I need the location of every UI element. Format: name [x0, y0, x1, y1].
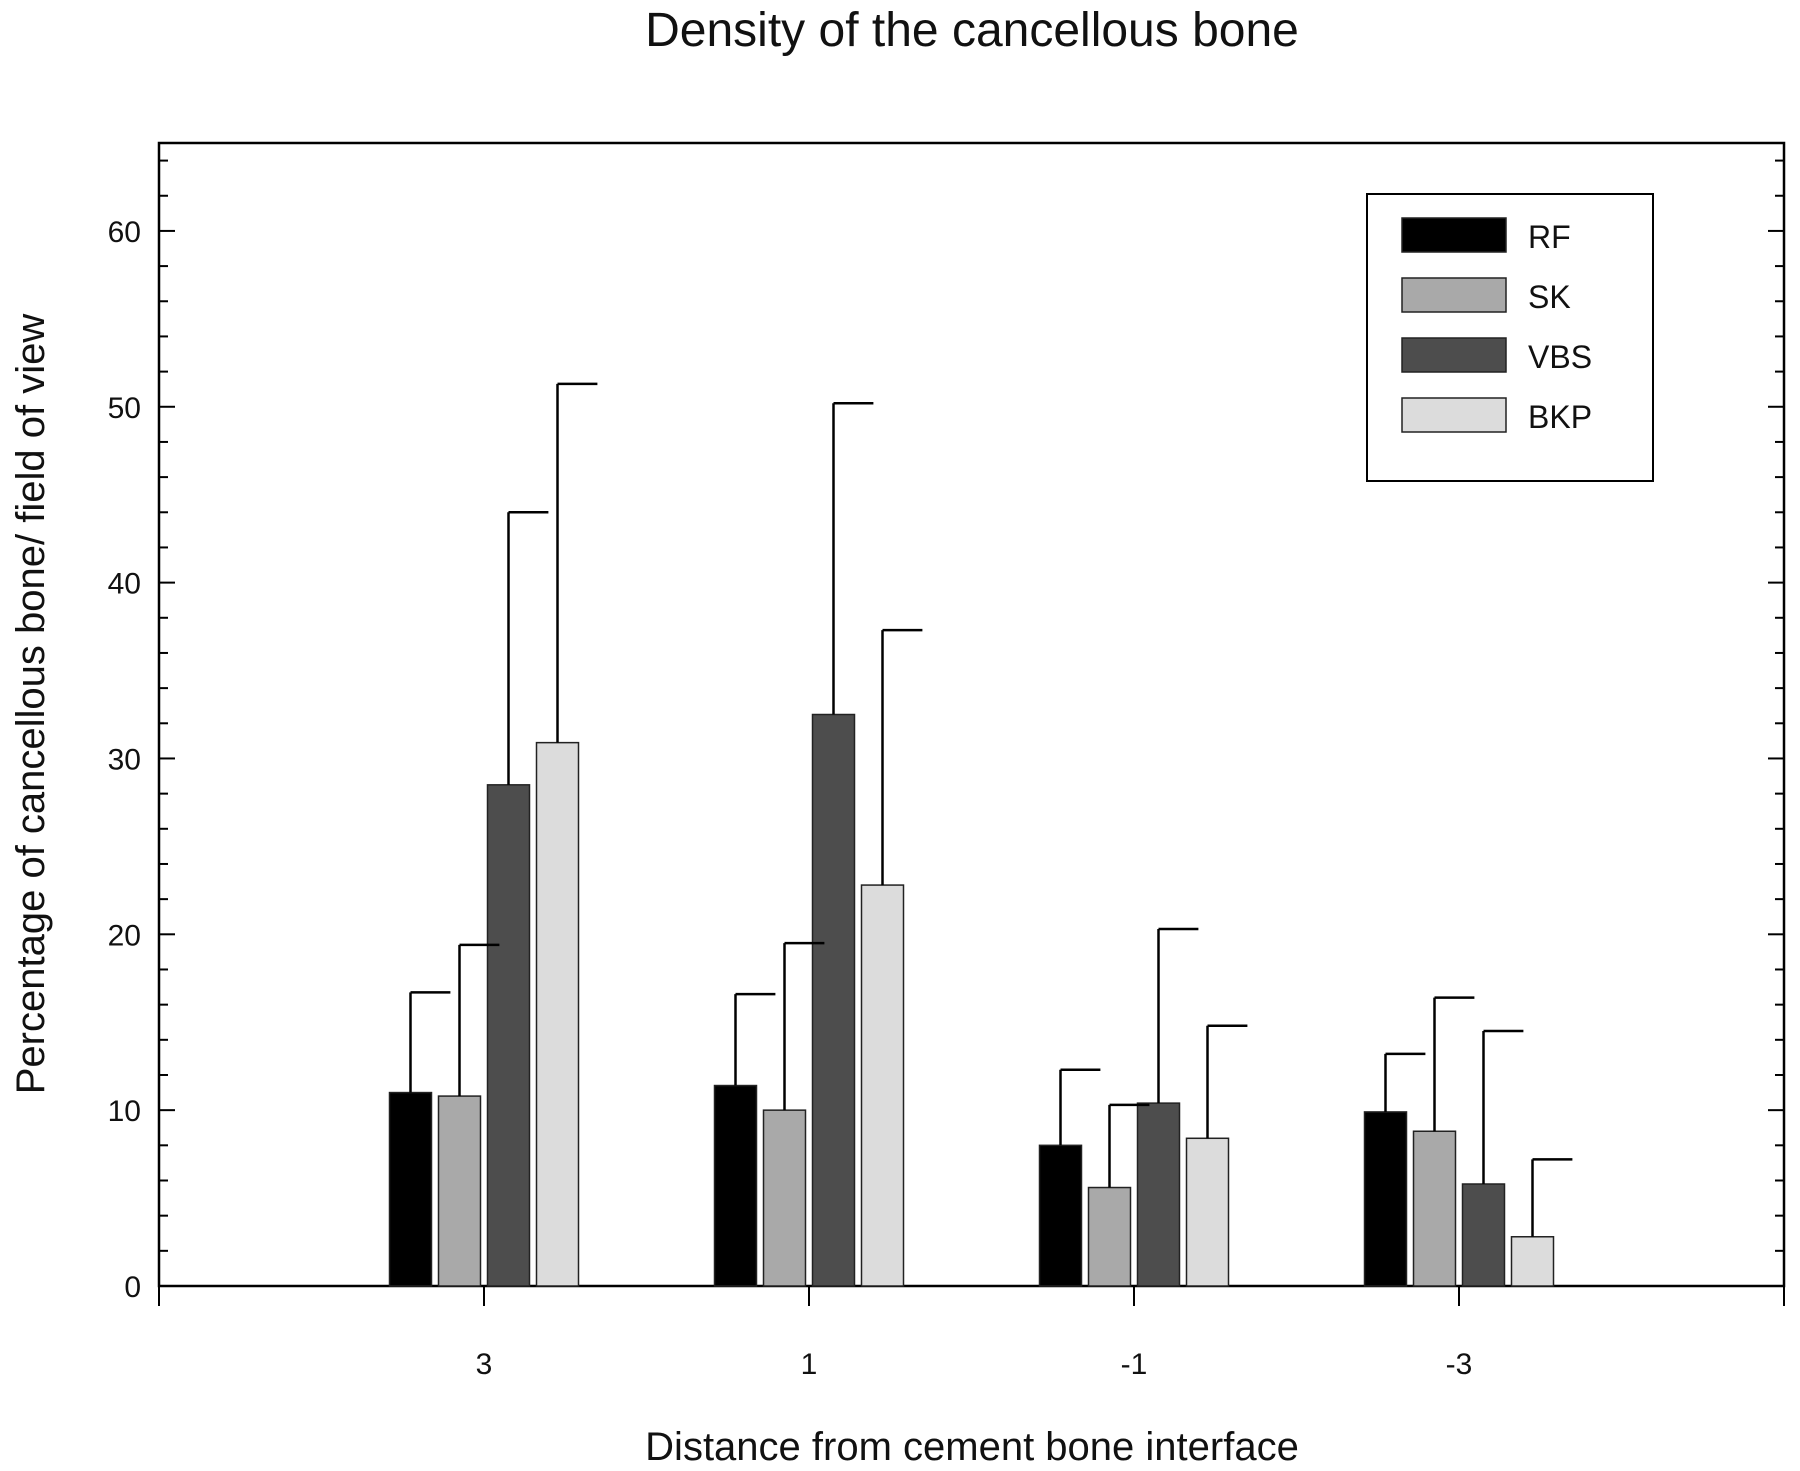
legend-swatch-sk — [1401, 277, 1507, 313]
bar-sk — [1412, 1130, 1457, 1287]
bar-vbs — [1461, 1183, 1506, 1287]
y-tick-label: 20 — [108, 919, 141, 952]
legend-label-bkp: BKP — [1528, 399, 1592, 435]
y-tick-label: 40 — [108, 568, 141, 601]
legend: RF SK VBS BKP — [1366, 193, 1654, 482]
bar-rf — [388, 1091, 433, 1287]
bar-sk — [437, 1095, 482, 1287]
bar-vbs — [811, 713, 856, 1287]
x-tick-label: 3 — [476, 1348, 493, 1381]
x-tick-label: 1 — [801, 1348, 818, 1381]
bar-rf — [1038, 1144, 1083, 1287]
bar-sk — [1087, 1186, 1132, 1287]
chart-title: Density of the cancellous bone — [645, 4, 1299, 57]
legend-swatch-rf — [1401, 217, 1507, 253]
y-tick-label: 50 — [108, 392, 141, 425]
y-tick-label: 0 — [124, 1271, 141, 1304]
y-tick-label: 10 — [108, 1095, 141, 1128]
bar-rf — [1363, 1111, 1408, 1287]
bar-bkp — [860, 884, 905, 1287]
bar-rf — [713, 1084, 758, 1287]
legend-label-vbs: VBS — [1528, 339, 1592, 375]
plot-frame — [157, 141, 1786, 1288]
legend-label-sk: SK — [1528, 279, 1571, 315]
x-tick-label: -3 — [1446, 1348, 1473, 1381]
error-bars — [409, 382, 1573, 1237]
legend-swatch-vbs — [1401, 337, 1507, 373]
x-tick-label: -1 — [1121, 1348, 1148, 1381]
x-axis-label: Distance from cement bone interface — [645, 1425, 1299, 1469]
bar-sk — [762, 1109, 807, 1287]
bar-vbs — [1136, 1102, 1181, 1287]
y-axis-label: Percentage of cancellous bone/ field of … — [9, 314, 53, 1095]
y-tick-label: 60 — [108, 216, 141, 249]
legend-swatch-bkp — [1401, 397, 1507, 433]
x-axis: 3 1 -1 -3 — [158, 1286, 1785, 1381]
bar-bkp — [535, 741, 580, 1287]
legend-label-rf: RF — [1528, 219, 1571, 255]
bar-bkp — [1185, 1137, 1230, 1287]
y-tick-label: 30 — [108, 743, 141, 776]
bar-bkp — [1510, 1236, 1555, 1287]
bars — [388, 713, 1555, 1287]
bar-vbs — [486, 784, 531, 1287]
y-axis: 0 10 20 30 40 50 60 — [108, 159, 1784, 1304]
